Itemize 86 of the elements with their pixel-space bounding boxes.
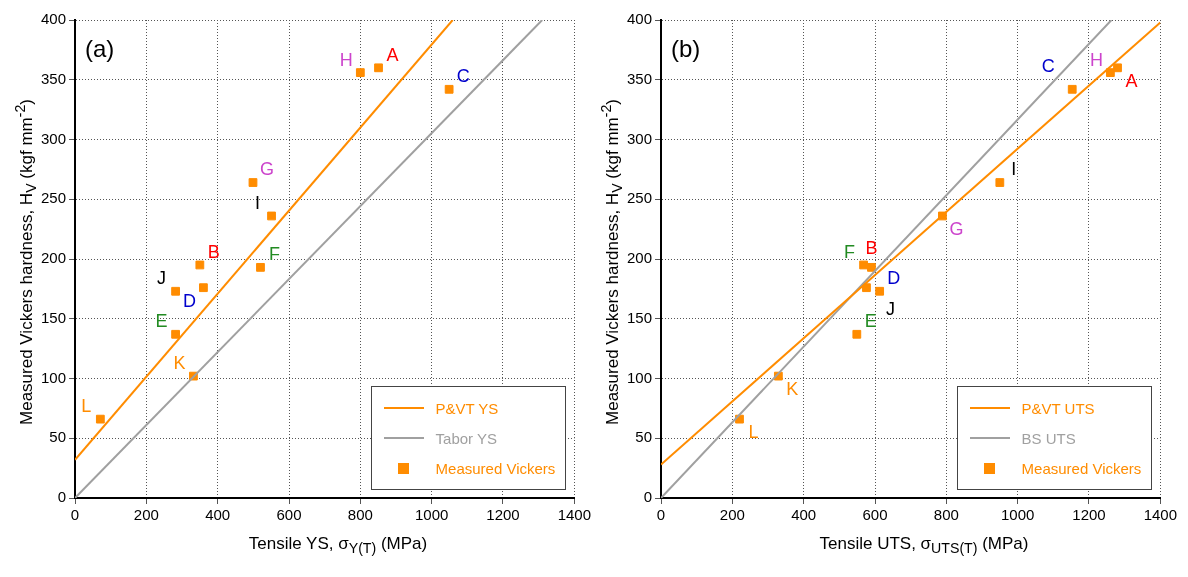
y-tick-label: 400 — [41, 10, 67, 28]
point — [875, 286, 885, 296]
x-tick-label: 0 — [70, 506, 80, 524]
annotation: B — [207, 241, 220, 262]
x-tick-label: 1200 — [486, 506, 520, 524]
annotation: G — [949, 218, 964, 239]
annotation: A — [1125, 70, 1138, 91]
y-tick-label: 250 — [41, 189, 67, 207]
y-tick-label: 200 — [627, 249, 653, 267]
y-tick-label: 100 — [41, 368, 67, 386]
point — [852, 329, 862, 339]
annotation: D — [887, 268, 901, 289]
annotation: K — [786, 379, 799, 400]
annotation: J — [885, 298, 895, 319]
annotation: I — [255, 192, 261, 213]
x-tick-label: 1400 — [557, 506, 591, 524]
point — [256, 262, 265, 272]
x-tick-label: 1000 — [1000, 506, 1035, 524]
x-tick-label: 1000 — [414, 506, 449, 524]
y-tick-label: 250 — [627, 189, 653, 207]
annotation: A — [386, 44, 399, 65]
point — [195, 260, 205, 270]
point — [267, 211, 276, 221]
annotation: I — [1011, 159, 1017, 180]
y-tick-label: 350 — [627, 69, 653, 87]
annotation: E — [864, 311, 877, 332]
y-tick-label: 350 — [41, 69, 67, 87]
point — [199, 283, 208, 293]
annotation: F — [844, 241, 856, 262]
legend-label: Tabor YS — [435, 429, 497, 447]
point — [1113, 63, 1122, 73]
y-tick-label: 0 — [643, 488, 653, 506]
x-tick-label: 1200 — [1072, 506, 1106, 524]
annotation: D — [182, 290, 196, 311]
legend-label: BS UTS — [1021, 429, 1076, 447]
point — [1106, 68, 1115, 77]
point — [374, 63, 383, 73]
point — [171, 329, 180, 339]
point — [444, 84, 454, 94]
x-tick-label: 1400 — [1143, 506, 1177, 524]
annotation: B — [865, 238, 878, 259]
annotation: L — [748, 422, 759, 443]
annotation: C — [1041, 56, 1055, 77]
annotation: F — [268, 244, 280, 265]
x-tick-label: 200 — [133, 506, 159, 524]
y-tick-label: 300 — [41, 129, 67, 147]
annotation: E — [155, 311, 168, 332]
y-tick-label: 150 — [41, 308, 67, 326]
x-tick-label: 200 — [719, 506, 745, 524]
point — [355, 68, 365, 77]
y-tick-label: 400 — [627, 10, 653, 28]
point — [859, 260, 868, 270]
y-tick-label: 150 — [627, 308, 653, 326]
y-tick-label: 50 — [49, 428, 67, 446]
x-tick-label: 800 — [933, 506, 959, 524]
x-tick-label: 400 — [205, 506, 231, 524]
annotation: (a) — [85, 34, 115, 62]
x-axis-title: Tensile YS, σ$_{Y(T)}$ (MPa) — [247, 534, 429, 557]
annotation: J — [157, 268, 167, 289]
annotation: C — [456, 66, 470, 87]
legend-label: Measured Vickers — [435, 459, 556, 477]
y-tick-label: 200 — [41, 249, 67, 267]
x-tick-label: 600 — [276, 506, 302, 524]
y-tick-label: 50 — [635, 428, 653, 446]
point — [1067, 84, 1077, 94]
point — [248, 178, 258, 187]
legend-label: P&VT YS — [435, 399, 499, 417]
legend-label: Measured Vickers — [1021, 459, 1142, 477]
annotation: H — [1089, 49, 1103, 70]
annotation: L — [81, 396, 92, 417]
y-tick-label: 300 — [627, 129, 653, 147]
y-tick-label: 0 — [57, 488, 67, 506]
annotation: K — [173, 353, 186, 374]
y-tick-label: 100 — [627, 368, 653, 386]
point — [995, 178, 1005, 187]
point — [95, 414, 105, 424]
legend-label: P&VT UTS — [1021, 399, 1095, 417]
x-tick-label: 0 — [656, 506, 666, 524]
x-tick-label: 800 — [347, 506, 373, 524]
point — [171, 286, 180, 296]
x-axis-title: Tensile UTS, σ$_{UTS(T)}$ (MPa) — [818, 534, 1030, 557]
x-tick-label: 400 — [791, 506, 817, 524]
x-tick-label: 600 — [862, 506, 888, 524]
annotation: G — [259, 159, 274, 180]
annotation: H — [339, 49, 353, 70]
annotation: (b) — [671, 34, 701, 62]
